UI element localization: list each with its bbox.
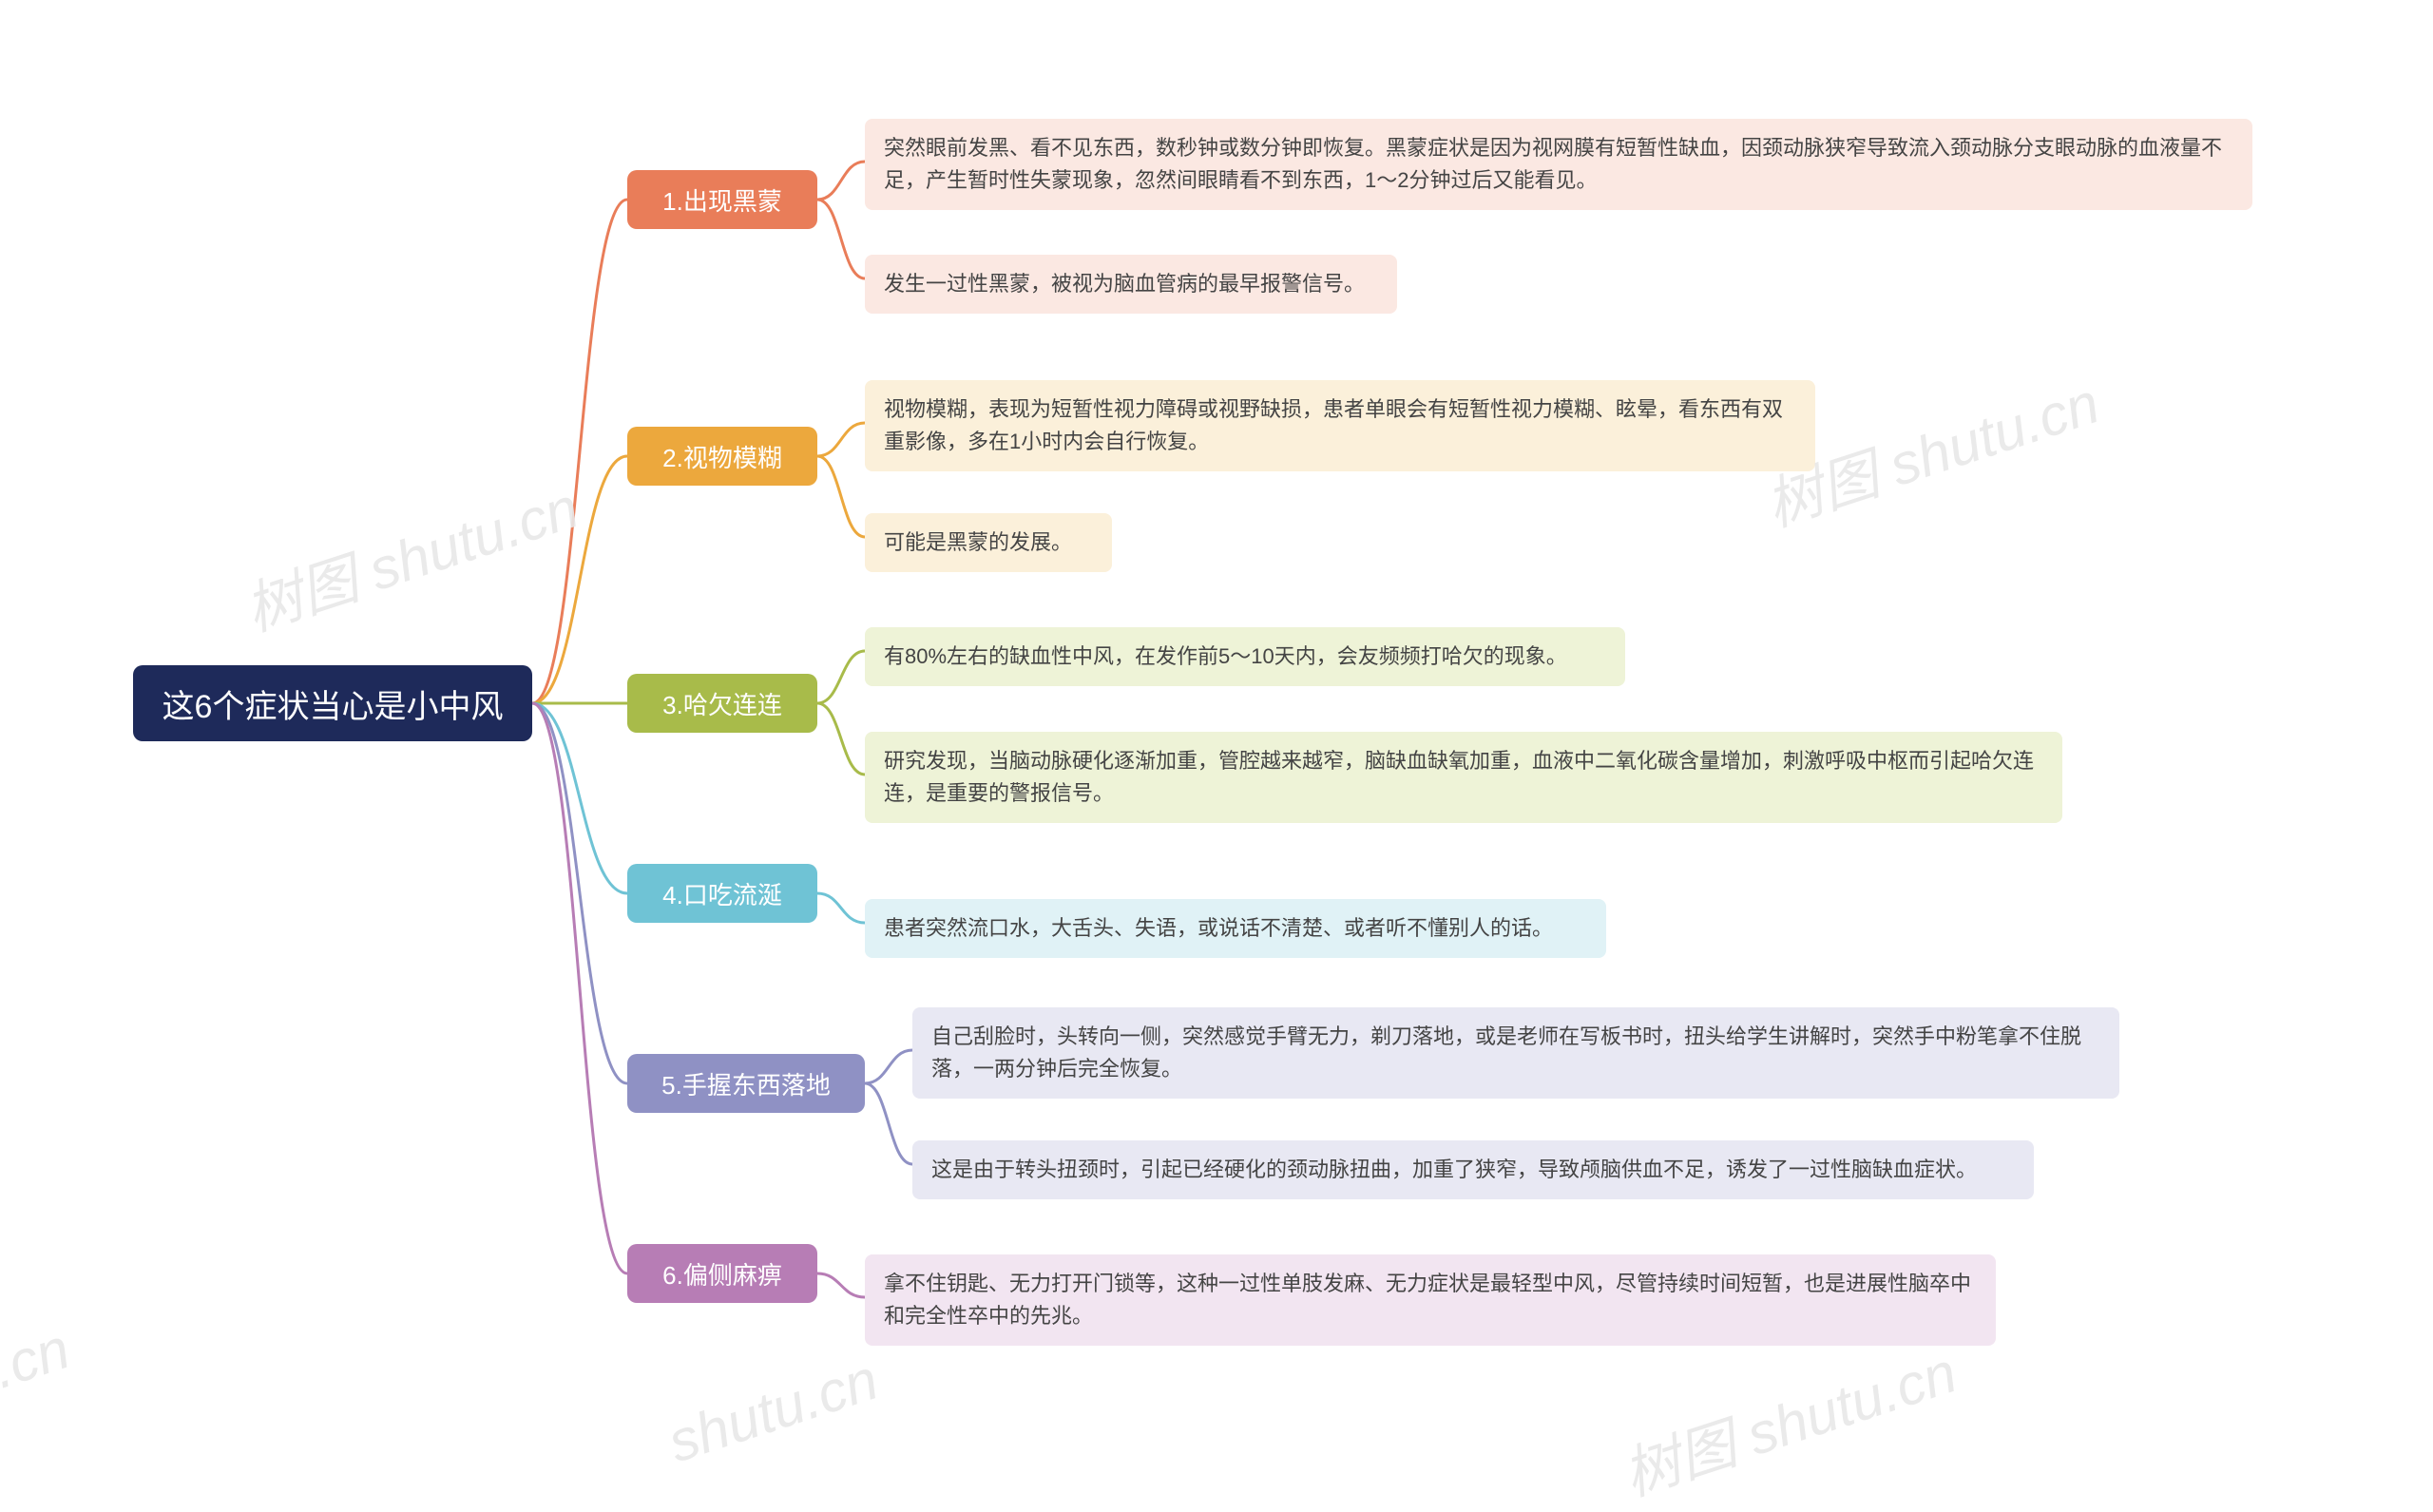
root-node[interactable]: 这6个症状当心是小中风 bbox=[133, 665, 532, 741]
watermark: 树图 shutu.cn bbox=[1611, 1327, 1965, 1512]
leaf-text: 视物模糊，表现为短暂性视力障碍或视野缺损，患者单眼会有短暂性视力模糊、眩晕，看东… bbox=[884, 397, 1783, 453]
leaf-node[interactable]: 研究发现，当脑动脉硬化逐渐加重，管腔越来越窄，脑缺血缺氧加重，血液中二氧化碳含量… bbox=[865, 732, 2062, 823]
leaf-node[interactable]: 患者突然流口水，大舌头、失语，或说话不清楚、或者听不懂别人的话。 bbox=[865, 899, 1606, 958]
leaf-node[interactable]: 可能是黑蒙的发展。 bbox=[865, 513, 1112, 572]
leaf-node[interactable]: 突然眼前发黑、看不见东西，数秒钟或数分钟即恢复。黑蒙症状是因为视网膜有短暂性缺血… bbox=[865, 119, 2252, 210]
leaf-text: 研究发现，当脑动脉硬化逐渐加重，管腔越来越窄，脑缺血缺氧加重，血液中二氧化碳含量… bbox=[884, 749, 2034, 805]
watermark: u.cn bbox=[0, 1315, 77, 1411]
leaf-text: 拿不住钥匙、无力打开门锁等，这种一过性单肢发麻、无力症状是最轻型中风，尽管持续时… bbox=[884, 1272, 1971, 1328]
leaf-text: 突然眼前发黑、看不见东西，数秒钟或数分钟即恢复。黑蒙症状是因为视网膜有短暂性缺血… bbox=[884, 136, 2222, 192]
branch-node[interactable]: 3.哈欠连连 bbox=[627, 674, 817, 733]
leaf-node[interactable]: 有80%左右的缺血性中风，在发作前5～10天内，会友频频打哈欠的现象。 bbox=[865, 627, 1625, 686]
branch-node[interactable]: 6.偏侧麻痹 bbox=[627, 1244, 817, 1303]
branch-label: 5.手握东西落地 bbox=[661, 1066, 831, 1101]
branch-node[interactable]: 4.口吃流涎 bbox=[627, 864, 817, 923]
watermark: 树图 shutu.cn bbox=[233, 462, 587, 647]
root-label: 这6个症状当心是小中风 bbox=[163, 680, 504, 727]
leaf-node[interactable]: 自己刮脸时，头转向一侧，突然感觉手臂无力，剃刀落地，或是老师在写板书时，扭头给学… bbox=[912, 1007, 2119, 1099]
branch-label: 4.口吃流涎 bbox=[662, 876, 782, 911]
leaf-text: 可能是黑蒙的发展。 bbox=[884, 530, 1072, 554]
branch-node[interactable]: 2.视物模糊 bbox=[627, 427, 817, 486]
branch-label: 3.哈欠连连 bbox=[662, 686, 782, 721]
leaf-node[interactable]: 拿不住钥匙、无力打开门锁等，这种一过性单肢发麻、无力症状是最轻型中风，尽管持续时… bbox=[865, 1254, 1996, 1346]
branch-label: 6.偏侧麻痹 bbox=[662, 1256, 782, 1292]
branch-node[interactable]: 1.出现黑蒙 bbox=[627, 170, 817, 229]
leaf-text: 患者突然流口水，大舌头、失语，或说话不清楚、或者听不懂别人的话。 bbox=[884, 916, 1553, 940]
leaf-text: 有80%左右的缺血性中风，在发作前5～10天内，会友频频打哈欠的现象。 bbox=[884, 644, 1567, 668]
branch-label: 1.出现黑蒙 bbox=[662, 182, 782, 218]
leaf-text: 这是由于转头扭颈时，引起已经硬化的颈动脉扭曲，加重了狭窄，导致颅脑供血不足，诱发… bbox=[931, 1158, 1977, 1181]
leaf-text: 自己刮脸时，头转向一侧，突然感觉手臂无力，剃刀落地，或是老师在写板书时，扭头给学… bbox=[931, 1024, 2081, 1081]
watermark: shutu.cn bbox=[661, 1347, 886, 1476]
leaf-node[interactable]: 发生一过性黑蒙，被视为脑血管病的最早报警信号。 bbox=[865, 255, 1397, 314]
leaf-node[interactable]: 视物模糊，表现为短暂性视力障碍或视野缺损，患者单眼会有短暂性视力模糊、眩晕，看东… bbox=[865, 380, 1815, 471]
leaf-text: 发生一过性黑蒙，被视为脑血管病的最早报警信号。 bbox=[884, 272, 1365, 296]
leaf-node[interactable]: 这是由于转头扭颈时，引起已经硬化的颈动脉扭曲，加重了狭窄，导致颅脑供血不足，诱发… bbox=[912, 1140, 2034, 1199]
branch-label: 2.视物模糊 bbox=[662, 439, 782, 474]
branch-node[interactable]: 5.手握东西落地 bbox=[627, 1054, 865, 1113]
mindmap-canvas: 这6个症状当心是小中风 1.出现黑蒙 突然眼前发黑、看不见东西，数秒钟或数分钟即恢复… bbox=[0, 0, 2433, 1406]
